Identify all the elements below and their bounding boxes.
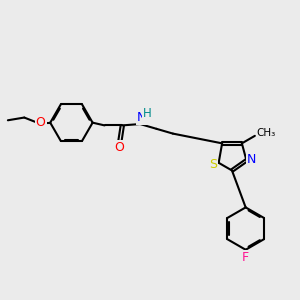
Text: S: S	[209, 158, 217, 171]
Text: O: O	[114, 141, 124, 154]
Text: N: N	[247, 153, 256, 166]
Text: H: H	[143, 106, 152, 120]
Text: O: O	[36, 116, 46, 129]
Text: CH₃: CH₃	[256, 128, 276, 138]
Text: F: F	[242, 251, 249, 264]
Text: N: N	[137, 111, 146, 124]
